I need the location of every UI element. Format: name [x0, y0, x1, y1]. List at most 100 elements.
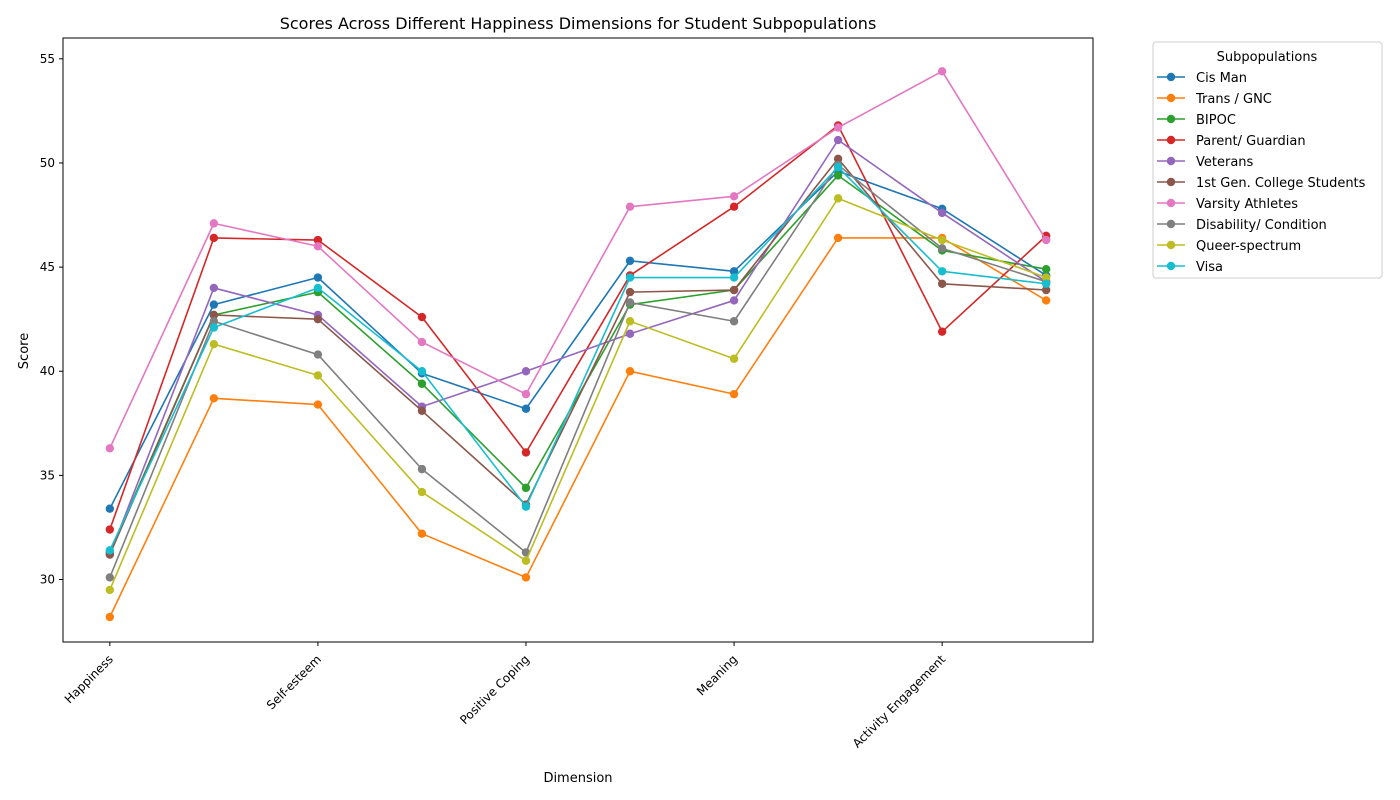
- data-point: [313, 242, 323, 251]
- series-line: [109, 197, 1047, 591]
- series-7: [105, 67, 1051, 453]
- legend-swatch-marker: [1166, 72, 1176, 82]
- legend-label: Trans / GNC: [1195, 92, 1272, 107]
- data-point: [521, 389, 531, 399]
- y-tick-label: 55: [40, 52, 55, 66]
- data-point: [521, 556, 531, 565]
- data-point: [209, 317, 219, 326]
- data-point: [833, 154, 843, 163]
- x-axis: Happiness Self-esteem Positive Coping Meani…: [62, 642, 948, 751]
- data-point: [625, 329, 635, 338]
- legend-label: Queer-spectrum: [1196, 239, 1301, 254]
- series-6: [105, 154, 1051, 559]
- legend-label: Disability/ Condition: [1196, 218, 1327, 233]
- legend-label: Veterans: [1196, 155, 1254, 170]
- data-point: [313, 400, 323, 409]
- data-point: [417, 379, 427, 388]
- data-point: [833, 123, 843, 132]
- series-5: [105, 135, 1051, 559]
- y-tick-label: 30: [40, 573, 55, 587]
- data-point: [937, 235, 947, 245]
- legend-item: Disability/ Condition: [1157, 218, 1327, 233]
- series-line: [109, 158, 1047, 555]
- legend-swatch-marker: [1166, 93, 1176, 103]
- data-point: [625, 273, 635, 282]
- data-point: [417, 312, 427, 322]
- data-point: [729, 389, 739, 399]
- data-point: [729, 317, 739, 326]
- x-tick-label: Happiness: [62, 652, 116, 706]
- series-9: [105, 194, 1051, 595]
- data-point: [729, 273, 739, 282]
- data-point: [625, 298, 635, 307]
- data-point: [729, 192, 739, 201]
- data-point: [521, 448, 531, 457]
- data-point: [833, 162, 843, 172]
- data-point: [833, 135, 843, 145]
- data-point: [521, 367, 531, 376]
- data-point: [105, 612, 115, 622]
- data-point: [209, 310, 219, 320]
- legend-swatch-marker: [1166, 198, 1176, 208]
- y-tick-label: 50: [40, 156, 55, 170]
- data-point: [417, 406, 427, 416]
- data-point: [417, 529, 427, 538]
- series-line: [109, 124, 1047, 530]
- y-tick-label: 40: [40, 364, 55, 378]
- data-point: [937, 208, 947, 218]
- legend: Subpopulations Cis Man Trans / GNC BIPOC Pa…: [1152, 41, 1383, 279]
- data-point: [625, 256, 635, 266]
- data-point: [417, 487, 427, 497]
- data-point: [313, 314, 323, 324]
- legend-swatch-marker: [1166, 177, 1176, 187]
- legend-label: 1st Gen. College Students: [1196, 176, 1366, 191]
- data-point: [1041, 279, 1051, 288]
- data-point: [1041, 235, 1051, 245]
- data-point: [625, 202, 635, 211]
- legend-item: Varsity Athletes: [1157, 197, 1298, 212]
- data-point: [1041, 296, 1051, 305]
- data-point: [521, 502, 531, 511]
- data-point: [209, 394, 219, 403]
- series-4: [105, 121, 1051, 534]
- data-point: [313, 273, 323, 282]
- series-line: [109, 164, 1047, 578]
- data-point: [729, 267, 739, 276]
- y-tick-label: 45: [40, 260, 55, 274]
- series-line: [109, 170, 1047, 510]
- legend-swatch-marker: [1166, 135, 1176, 145]
- data-point: [833, 233, 843, 243]
- series-line: [109, 70, 1047, 449]
- x-tick-label: Positive Coping: [457, 652, 532, 727]
- legend-label: Cis Man: [1196, 71, 1247, 86]
- series-line: [109, 166, 1047, 551]
- data-point: [937, 244, 947, 253]
- data-point: [313, 235, 323, 245]
- chart-title: Scores Across Different Happiness Dimens…: [280, 14, 877, 33]
- data-point: [521, 573, 531, 582]
- data-point: [625, 367, 635, 376]
- legend-item: Parent/ Guardian: [1157, 134, 1306, 149]
- legend-frame: [1152, 41, 1383, 279]
- data-point: [105, 546, 115, 555]
- legend-item: Trans / GNC: [1157, 92, 1272, 107]
- data-point: [625, 317, 635, 326]
- legend-item: Veterans: [1157, 155, 1254, 170]
- y-axis-label: Score: [17, 333, 32, 369]
- data-point: [209, 339, 219, 349]
- legend-label: Parent/ Guardian: [1196, 134, 1306, 149]
- data-point: [937, 327, 947, 336]
- data-point: [105, 504, 115, 513]
- legend-item: Cis Man: [1157, 71, 1247, 86]
- data-point: [209, 283, 219, 293]
- legend-swatch-marker: [1166, 114, 1176, 124]
- data-point: [625, 287, 635, 297]
- data-point: [209, 219, 219, 228]
- data-point: [833, 194, 843, 203]
- data-point: [729, 296, 739, 305]
- data-point: [1041, 285, 1051, 295]
- data-point: [833, 171, 843, 180]
- data-point: [417, 337, 427, 347]
